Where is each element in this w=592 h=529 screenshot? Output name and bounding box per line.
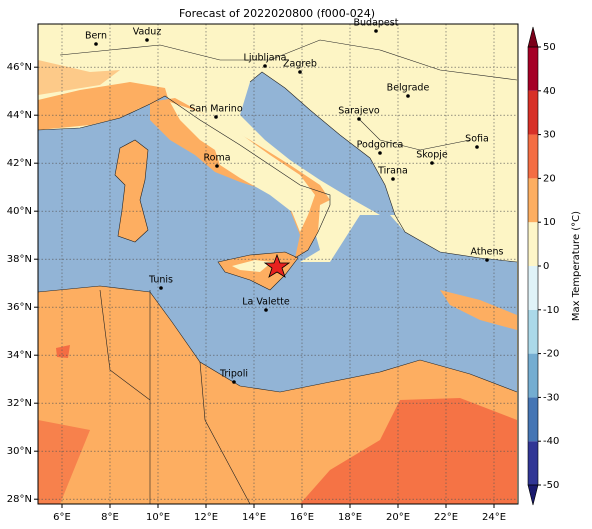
city-label: Skopje — [416, 150, 448, 161]
city-label: Athens — [471, 247, 504, 258]
colorbar-extend-under — [527, 484, 539, 506]
city-label: Zagreb — [283, 59, 317, 70]
colorbar-segment — [528, 397, 538, 442]
colorbar-segment — [528, 222, 538, 266]
y-tick-label: 44°N — [7, 110, 32, 121]
colorbar-segment — [528, 309, 538, 354]
colorbar-segment — [528, 266, 538, 310]
x-tick-label: 6°E — [53, 512, 71, 523]
city-dot — [374, 29, 378, 33]
city-label: Tunis — [148, 275, 173, 286]
city-dot — [430, 161, 434, 165]
city-dot — [485, 258, 489, 262]
city-label: Budapest — [354, 18, 399, 29]
colorbar-segment — [528, 47, 538, 91]
colorbar-tick-label: 50 — [543, 42, 556, 53]
city-label: Sofia — [465, 134, 489, 145]
city-dot — [215, 164, 219, 168]
city-label: Podgorica — [357, 140, 404, 151]
colorbar-extend-over — [527, 26, 539, 48]
x-tick-label: 24°E — [482, 512, 506, 523]
city-label: Vaduz — [133, 27, 162, 38]
city-label: Tirana — [377, 166, 408, 177]
colorbar-tick-label: -10 — [543, 305, 559, 316]
city-dot — [159, 286, 163, 290]
x-tick-label: 8°E — [101, 512, 119, 523]
x-tick-label: 20°E — [386, 512, 410, 523]
city-dot — [263, 64, 267, 68]
colorbar-tick-label: 0 — [543, 261, 549, 272]
colorbar-segment — [528, 441, 538, 485]
city-dot — [298, 70, 302, 74]
x-tick-label: 12°E — [194, 512, 218, 523]
x-tick-label: 14°E — [242, 512, 266, 523]
graticule: 6°E 8°E 10°E 12°E 14°E 16°E 18°E 20°E 22°E 24°E 28… — [7, 24, 518, 523]
y-tick-label: 36°N — [7, 302, 32, 313]
colorbar-segment — [528, 134, 538, 179]
city-label: San Marino — [189, 104, 242, 115]
colorbar-label: Max Temperature (°C) — [571, 211, 582, 321]
city-label: La Valette — [242, 297, 290, 308]
colorbar-tick-label: -50 — [543, 480, 559, 491]
y-tick-label: 46°N — [7, 62, 32, 73]
colorbar-tick-label: 40 — [543, 86, 556, 97]
colorbar-segment — [528, 178, 538, 223]
city-dot — [378, 151, 382, 155]
city-label: Ljubljana — [244, 53, 287, 64]
colorbar-segment — [528, 90, 538, 135]
city-label: Roma — [203, 153, 230, 164]
city-dot — [232, 380, 236, 384]
city-dot — [214, 115, 218, 119]
city-label: Tripoli — [219, 369, 248, 380]
y-tick-label: 28°N — [7, 494, 32, 505]
y-tick-label: 40°N — [7, 206, 32, 217]
colorbar-segment — [528, 353, 538, 398]
colorbar-tick-label: 20 — [543, 173, 556, 184]
x-tick-label: 10°E — [146, 512, 170, 523]
chart-title: Forecast of 2022020800 (f000-024) — [179, 7, 375, 20]
colorbar: -50 -40 -30 -20 -10 0 10 20 30 40 50 — [527, 26, 559, 506]
y-tick-label: 34°N — [7, 350, 32, 361]
event-star — [263, 253, 291, 278]
colorbar-tick-label: -40 — [543, 436, 559, 447]
x-tick-label: 22°E — [434, 512, 458, 523]
city-label: Belgrade — [387, 83, 430, 94]
city-dot — [406, 94, 410, 98]
y-tick-label: 38°N — [7, 254, 32, 265]
map-frame — [37, 23, 519, 505]
y-tick-label: 32°N — [7, 398, 32, 409]
city-dot — [357, 117, 361, 121]
x-tick-label: 16°E — [290, 512, 314, 523]
city-label: Sarajevo — [338, 106, 380, 117]
colorbar-tick-label: -20 — [543, 349, 559, 360]
colorbar-tick-label: 30 — [543, 130, 556, 141]
city-dot — [145, 38, 149, 42]
colorbar-tick-label: 10 — [543, 217, 556, 228]
x-tick-label: 18°E — [338, 512, 362, 523]
y-tick-label: 42°N — [7, 158, 32, 169]
city-dot — [391, 177, 395, 181]
colorbar-tick-label: -30 — [543, 392, 559, 403]
city-dot — [94, 42, 98, 46]
y-tick-label: 30°N — [7, 446, 32, 457]
city-label: Bern — [85, 31, 107, 42]
city-dot — [475, 145, 479, 149]
city-dot — [264, 308, 268, 312]
